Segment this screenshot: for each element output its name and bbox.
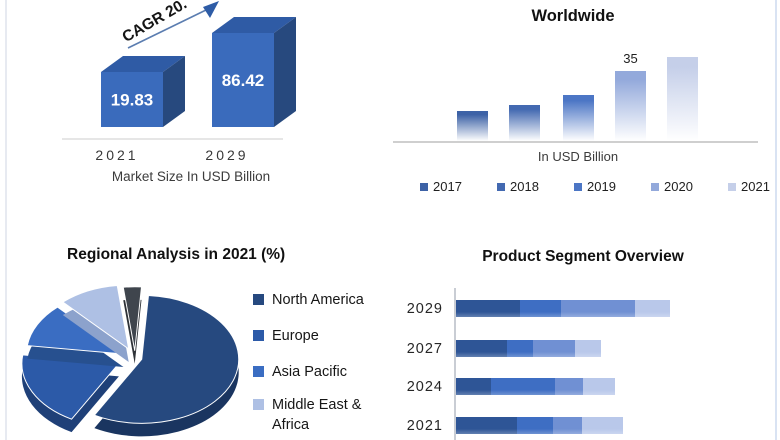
legend-label: 2020 bbox=[664, 179, 693, 194]
legend-item-2018: 2018 bbox=[497, 179, 539, 194]
x-axis-line bbox=[62, 138, 283, 140]
stack-segment bbox=[456, 378, 491, 395]
pie-slice-Europe bbox=[21, 354, 120, 420]
cagr-arrow-head-icon bbox=[203, 1, 219, 18]
legend-item-2017: 2017 bbox=[420, 179, 462, 194]
stack-segment bbox=[517, 417, 553, 434]
product-segment-title: Product Segment Overview bbox=[482, 248, 684, 265]
legend-marker-icon bbox=[253, 330, 264, 341]
left-border-line bbox=[5, 0, 7, 440]
legend-label: North America bbox=[272, 292, 364, 308]
bar-top-face bbox=[101, 56, 185, 72]
stack-segment bbox=[561, 300, 635, 317]
stack-segment bbox=[507, 340, 533, 357]
stack-segment bbox=[456, 300, 520, 317]
legend-marker-icon bbox=[728, 182, 736, 191]
x-tick-2029: 2029 bbox=[205, 147, 249, 163]
pie-slice-sliver bbox=[122, 286, 143, 351]
legend-marker-icon bbox=[253, 399, 264, 410]
stack-segment bbox=[635, 300, 670, 317]
regional-pie bbox=[21, 284, 240, 437]
legend-label: Middle East & Africa bbox=[272, 397, 362, 433]
worldwide-bar-2021 bbox=[667, 57, 698, 141]
legend-marker-icon bbox=[253, 366, 264, 377]
legend-marker-icon bbox=[651, 182, 659, 191]
stack-segment bbox=[520, 300, 561, 317]
worldwide-axis-caption: In USD Billion bbox=[537, 149, 619, 164]
regional-legend-item: Asia Pacific bbox=[253, 363, 378, 383]
product-segment-y-axis-line bbox=[454, 288, 456, 440]
bar-value-label: 19.83 bbox=[111, 91, 154, 110]
stack-segment bbox=[582, 417, 623, 434]
cagr-arrow-line bbox=[127, 9, 207, 49]
legend-item-2020: 2020 bbox=[651, 179, 693, 194]
stack-segment bbox=[553, 417, 582, 434]
regional-title: Regional Analysis in 2021 (%) bbox=[67, 246, 286, 263]
worldwide-data-label: 35 bbox=[623, 51, 638, 66]
legend-item-2021: 2021 bbox=[728, 179, 770, 194]
y-tick-2029: 2029 bbox=[406, 301, 443, 317]
legend-marker-icon bbox=[253, 294, 264, 305]
bar-value-label: 86.42 bbox=[222, 71, 265, 90]
pie-slice-Middle East & Africa bbox=[61, 284, 130, 351]
legend-label: Europe bbox=[272, 328, 319, 344]
legend-item-2019: 2019 bbox=[574, 179, 616, 194]
stack-segment bbox=[456, 340, 507, 357]
legend-label: 2021 bbox=[741, 179, 770, 194]
y-tick-2024: 2024 bbox=[406, 379, 443, 395]
worldwide-bar-2018 bbox=[509, 105, 540, 141]
legend-label: 2019 bbox=[587, 179, 616, 194]
worldwide-bar-2020 bbox=[615, 71, 646, 141]
legend-label: 2017 bbox=[433, 179, 462, 194]
stack-segment bbox=[456, 417, 517, 434]
worldwide-x-axis-line bbox=[393, 141, 758, 143]
regional-legend-item: Europe bbox=[253, 327, 378, 347]
bar-side-face bbox=[274, 17, 296, 127]
bar-front-face bbox=[101, 72, 163, 127]
regional-legend-item: North America bbox=[253, 291, 378, 311]
worldwide-title: Worldwide bbox=[531, 7, 615, 25]
legend-marker-icon bbox=[420, 182, 428, 191]
bar-top-face bbox=[212, 17, 296, 33]
bar-front-face bbox=[212, 33, 274, 127]
bar-side-face bbox=[163, 56, 185, 127]
stack-segment bbox=[555, 378, 583, 395]
stack-segment bbox=[583, 378, 615, 395]
right-border-line bbox=[775, 0, 777, 440]
legend-marker-icon bbox=[574, 182, 582, 191]
worldwide-bar-2019 bbox=[563, 95, 594, 141]
stack-segment bbox=[491, 378, 555, 395]
y-tick-2021: 2021 bbox=[406, 418, 443, 434]
legend-label: Asia Pacific bbox=[272, 364, 347, 380]
pie-slice-Asia Pacific bbox=[26, 306, 126, 355]
market-size-caption: Market Size In USD Billion bbox=[111, 169, 271, 184]
legend-label: 2018 bbox=[510, 179, 539, 194]
market-size-3d-bars: 19.83 86.42 bbox=[101, 1, 296, 127]
regional-legend-item: Middle East & Africa bbox=[253, 396, 378, 435]
stack-segment bbox=[533, 340, 575, 357]
stack-segment bbox=[575, 340, 601, 357]
x-tick-2021: 2021 bbox=[95, 147, 139, 163]
worldwide-bar-2017 bbox=[457, 111, 488, 141]
y-tick-2027: 2027 bbox=[406, 341, 443, 357]
pie-slice-North America bbox=[93, 294, 240, 424]
legend-marker-icon bbox=[497, 182, 505, 191]
